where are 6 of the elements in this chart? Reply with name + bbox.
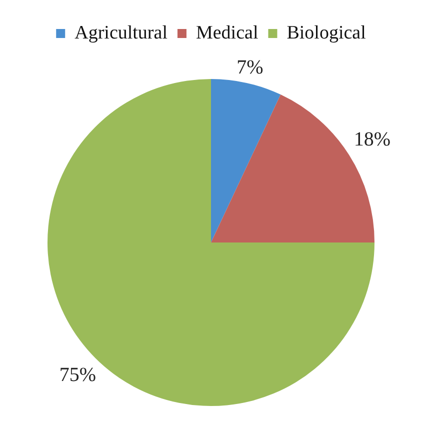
data-label: 75% (59, 364, 96, 386)
legend-label: Medical (196, 22, 258, 44)
legend-label: Agricultural (74, 22, 168, 44)
data-label: 7% (236, 56, 264, 79)
legend-label: Biological (286, 22, 366, 44)
data-label: 18% (354, 128, 391, 150)
